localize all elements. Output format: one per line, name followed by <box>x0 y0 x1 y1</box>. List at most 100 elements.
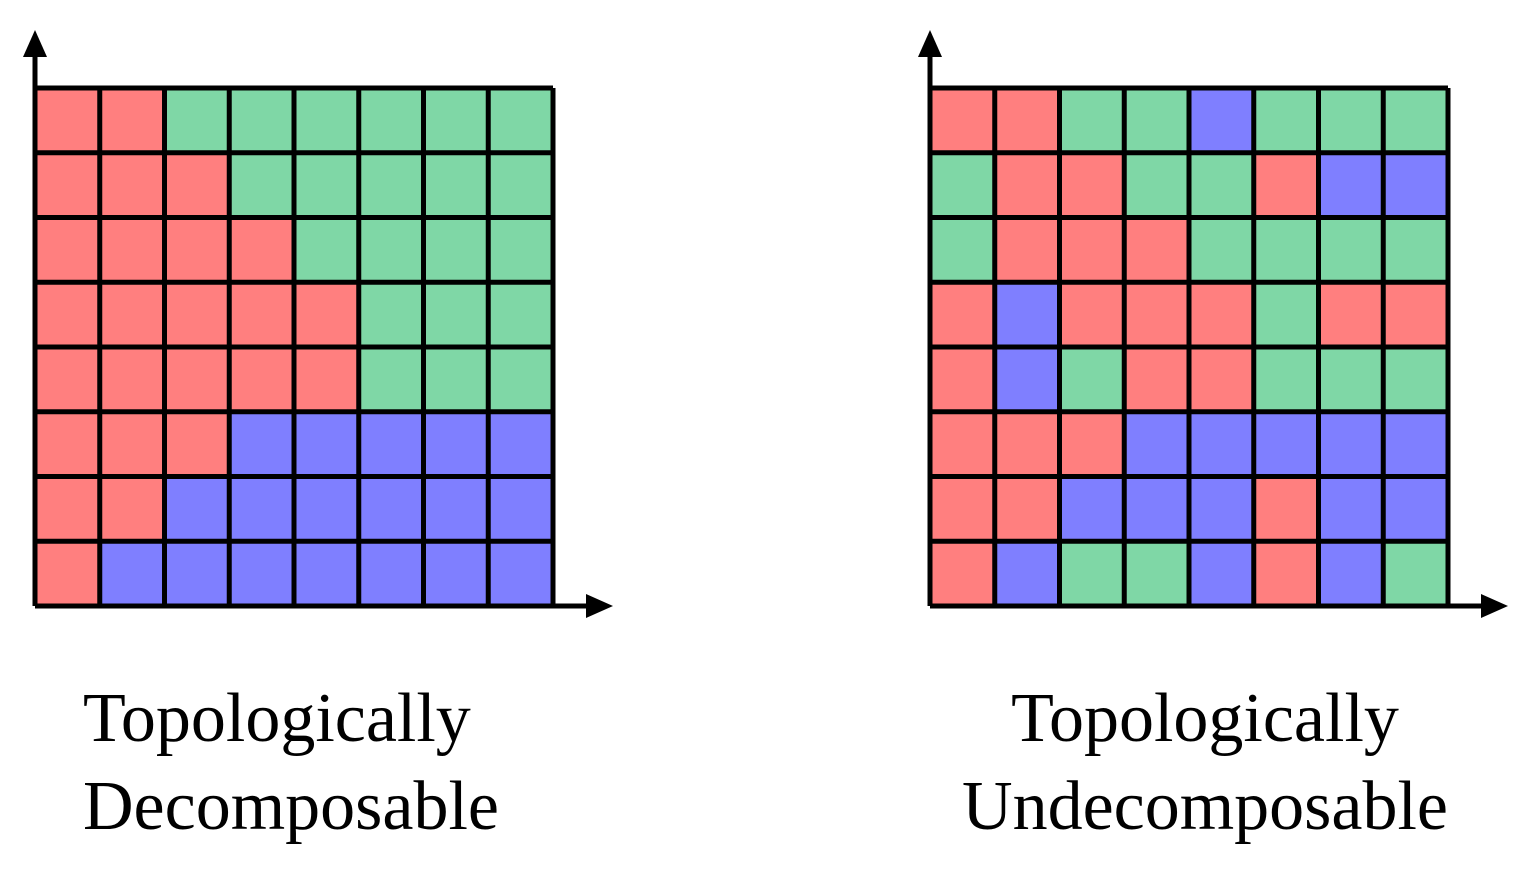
grid-cell-green <box>294 152 359 218</box>
caption-line-2: Undecomposable <box>962 768 1448 845</box>
grid-cell-blue <box>423 476 489 542</box>
grid-cell-red <box>1124 282 1189 347</box>
caption-decomposable: Topologically Decomposable <box>83 675 499 851</box>
grid-cell-green <box>1059 88 1125 153</box>
grid-cell-green <box>1124 152 1189 218</box>
grid-cell-blue <box>358 541 424 606</box>
grid-cell-blue <box>1124 476 1189 542</box>
grid-cell-blue <box>358 476 424 542</box>
grid-cell-green <box>358 88 424 153</box>
grid-cell-green <box>488 347 553 412</box>
grid-cell-blue <box>994 347 1060 412</box>
grid-cell-red <box>1124 347 1189 412</box>
grid-cell-red <box>99 476 165 542</box>
grid-cell-green <box>1318 217 1384 283</box>
grid-cell-red <box>930 411 995 477</box>
grid-cell-red <box>35 88 100 153</box>
grid-cell-blue <box>294 541 359 606</box>
grid-cell-red <box>1189 347 1254 412</box>
grid-cell-green <box>294 217 359 283</box>
grid-cell-blue <box>1059 476 1125 542</box>
grid-cell-blue <box>229 476 294 542</box>
panel-undecomposable: Topologically Undecomposable <box>895 0 1521 869</box>
grid-cell-red <box>930 541 995 606</box>
grid-cell-red <box>994 476 1060 542</box>
grid-cell-red <box>164 411 230 477</box>
grid-diagram-undecomposable <box>918 30 1508 618</box>
grid-cell-red <box>164 152 230 218</box>
grid-cell-red <box>1059 152 1125 218</box>
y-axis-arrowhead <box>918 30 942 57</box>
grid-cell-red <box>164 347 230 412</box>
x-axis-arrowhead <box>1481 594 1508 618</box>
grid-cell-green <box>1124 88 1189 153</box>
grid-cell-green <box>1059 347 1125 412</box>
grid-cell-green <box>1318 88 1384 153</box>
grid-cell-green <box>1318 347 1384 412</box>
grid-cell-blue <box>164 476 230 542</box>
grid-cell-green <box>1253 88 1319 153</box>
grid-cell-blue <box>1189 476 1254 542</box>
grid-cell-red <box>1189 282 1254 347</box>
grid-cell-blue <box>229 541 294 606</box>
grid-cell-red <box>164 282 230 347</box>
grid-cell-green <box>358 217 424 283</box>
grid-cell-blue <box>229 411 294 477</box>
grid-cell-blue <box>488 541 553 606</box>
grid-cell-red <box>99 88 165 153</box>
grid-cell-blue <box>1189 411 1254 477</box>
grid-cell-blue <box>423 411 489 477</box>
grid-cell-green <box>1253 347 1319 412</box>
grid-cell-green <box>488 282 553 347</box>
grid-cell-green <box>423 347 489 412</box>
grid-cell-red <box>930 476 995 542</box>
grid-cell-blue <box>1318 152 1384 218</box>
grid-cell-green <box>164 88 230 153</box>
grid-cell-blue <box>994 541 1060 606</box>
grid-cell-blue <box>1124 411 1189 477</box>
grid-cell-blue <box>1383 411 1448 477</box>
grid-cell-green <box>930 217 995 283</box>
grid-cell-green <box>1124 541 1189 606</box>
grid-cell-green <box>1383 88 1448 153</box>
grid-cell-red <box>930 347 995 412</box>
grid-cell-red <box>35 476 100 542</box>
grid-cell-blue <box>358 411 424 477</box>
grid-cell-blue <box>1253 411 1319 477</box>
grid-cell-green <box>294 88 359 153</box>
grid-cell-green <box>930 152 995 218</box>
grid-cell-green <box>358 347 424 412</box>
grid-cell-green <box>1383 347 1448 412</box>
grid-cell-red <box>1318 282 1384 347</box>
grid-cell-red <box>930 282 995 347</box>
grid-cell-green <box>423 88 489 153</box>
grid-cell-red <box>994 152 1060 218</box>
grid-cell-red <box>1253 152 1319 218</box>
grid-cell-red <box>35 282 100 347</box>
panel-decomposable: Topologically Decomposable <box>0 0 700 869</box>
caption-line-2: Decomposable <box>83 768 499 845</box>
grid-cell-green <box>423 152 489 218</box>
grid-cell-green <box>423 282 489 347</box>
grid-cell-red <box>994 411 1060 477</box>
grid-cell-green <box>1253 217 1319 283</box>
caption-line-1: Topologically <box>1011 680 1399 757</box>
grid-cell-green <box>358 282 424 347</box>
grid-cell-red <box>994 217 1060 283</box>
grid-cell-green <box>1253 282 1319 347</box>
grid-cell-red <box>994 88 1060 153</box>
grid-diagram-decomposable <box>23 30 613 618</box>
grid-cell-green <box>423 217 489 283</box>
grid-cell-blue <box>1383 476 1448 542</box>
grid-cell-blue <box>294 476 359 542</box>
grid-cell-blue <box>488 476 553 542</box>
grid-cell-green <box>488 217 553 283</box>
grid-cell-red <box>1253 541 1319 606</box>
grid-cell-red <box>99 282 165 347</box>
grid-cell-red <box>164 217 230 283</box>
grid-cell-green <box>1059 541 1125 606</box>
grid-cell-red <box>229 347 294 412</box>
grid-cell-blue <box>164 541 230 606</box>
grid-cell-blue <box>1318 476 1384 542</box>
grid-cell-green <box>358 152 424 218</box>
